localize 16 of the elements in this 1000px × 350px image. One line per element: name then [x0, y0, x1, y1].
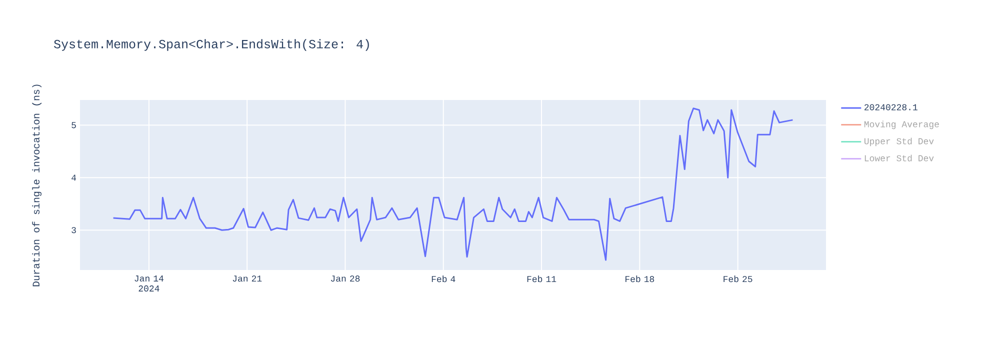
y-tick-label: 4 [72, 174, 76, 181]
y-tick-label: 3 [72, 227, 76, 234]
legend-label: Moving Average [864, 120, 939, 130]
x-tick-label: Feb 4 [432, 276, 456, 282]
x-tick-label: Feb 18 [626, 276, 654, 282]
x-tick-label: Jan 14 2024 [134, 276, 164, 292]
x-tick-label: Jan 28 [331, 276, 360, 282]
x-tick-label: Jan 21 [232, 276, 262, 282]
y-axis-title: Duration of single invocation (ns) [32, 84, 42, 286]
y-tick-label: 5 [72, 122, 76, 128]
legend-label: Lower Std Dev [864, 154, 934, 162]
chart-title: System.Memory.Span<Char>.EndsWith(Size: 4) [54, 39, 369, 51]
legend-label: Upper Std Dev [864, 138, 934, 146]
legend-label: 20240228.1 [864, 104, 918, 110]
x-tick-label: Feb 11 [527, 276, 556, 282]
x-tick-label: Feb 25 [724, 276, 752, 282]
